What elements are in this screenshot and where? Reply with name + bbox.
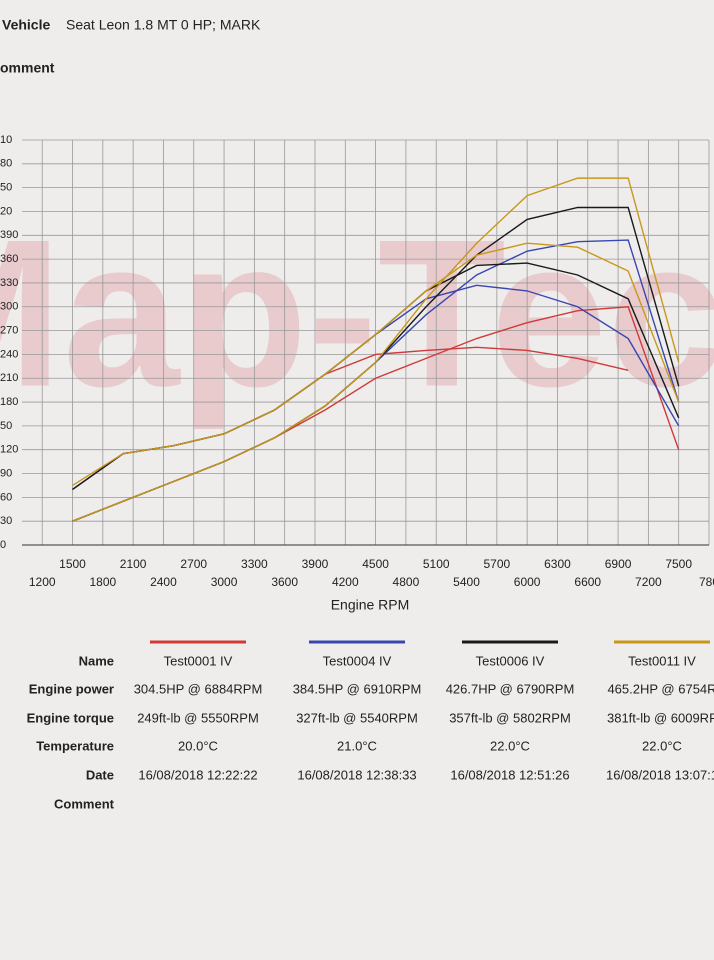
x-tick-label: 5100 — [423, 557, 450, 571]
table-cell: Test0004 IV — [323, 653, 392, 668]
x-tick-label: 6000 — [514, 575, 541, 589]
x-tick-label: 2400 — [150, 575, 177, 589]
table-cell: 20.0°C — [178, 738, 218, 753]
x-tick-label: 2700 — [180, 557, 207, 571]
x-tick-label: 5400 — [453, 575, 480, 589]
table-cell: 16/08/2018 13:07:1 — [606, 767, 714, 782]
table-cell: 21.0°C — [337, 738, 377, 753]
y-tick-label: 330 — [0, 277, 18, 289]
x-tick-label: 3900 — [302, 557, 329, 571]
table-cell: 249ft-lb @ 5550RPM — [137, 710, 259, 725]
x-tick-label: 3300 — [241, 557, 268, 571]
table-cell: Test0001 IV — [164, 653, 233, 668]
row-label: Engine power — [29, 681, 114, 696]
table-cell: 426.7HP @ 6790RPM — [446, 681, 575, 696]
table-cell: 16/08/2018 12:51:26 — [450, 767, 569, 782]
y-tick-label: 120 — [0, 444, 18, 456]
y-tick-label: 240 — [0, 348, 18, 360]
table-cell: 304.5HP @ 6884RPM — [134, 681, 263, 696]
x-tick-label: 780 — [699, 575, 714, 589]
row-label: Date — [86, 767, 114, 782]
table-cell: 22.0°C — [642, 738, 682, 753]
vehicle-label: Vehicle — [2, 17, 50, 33]
y-tick-label: 50 — [0, 420, 12, 432]
x-tick-label: 3600 — [271, 575, 298, 589]
table-cell: 16/08/2018 12:38:33 — [297, 767, 416, 782]
y-tick-label: 90 — [0, 467, 12, 479]
y-tick-label: 0 — [0, 539, 6, 551]
table-cell: 384.5HP @ 6910RPM — [293, 681, 422, 696]
x-tick-label: 4200 — [332, 575, 359, 589]
x-axis-label: Engine RPM — [331, 597, 410, 613]
table-cell: 381ft-lb @ 6009RF — [607, 710, 714, 725]
x-tick-label: 6300 — [544, 557, 571, 571]
row-label: Comment — [54, 796, 115, 811]
y-tick-label: 300 — [0, 301, 18, 313]
y-tick-label: 210 — [0, 372, 18, 384]
y-tick-label: 360 — [0, 253, 18, 265]
row-label: Engine torque — [27, 710, 114, 725]
x-tick-label: 4800 — [393, 575, 420, 589]
y-tick-label: 20 — [0, 205, 12, 217]
x-tick-label: 6900 — [605, 557, 632, 571]
y-tick-label: 390 — [0, 229, 18, 241]
table-cell: Test0011 IV — [628, 653, 696, 668]
x-tick-label: 7500 — [665, 557, 692, 571]
watermark: Map-Tech — [0, 195, 714, 430]
table-cell: 327ft-lb @ 5540RPM — [296, 710, 418, 725]
y-tick-label: 50 — [0, 182, 12, 194]
table-cell: Test0006 IV — [476, 653, 545, 668]
x-tick-label: 2100 — [120, 557, 147, 571]
table-cell: 16/08/2018 12:22:22 — [138, 767, 257, 782]
torque-line — [72, 242, 680, 487]
y-tick-label: 270 — [0, 324, 18, 336]
x-tick-label: 1200 — [29, 575, 56, 589]
x-tick-label: 1500 — [59, 557, 86, 571]
y-tick-label: 30 — [0, 515, 12, 527]
y-tick-label: 60 — [0, 491, 12, 503]
x-tick-label: 4500 — [362, 557, 389, 571]
x-tick-label: 6600 — [574, 575, 601, 589]
comment-label: omment — [0, 60, 55, 76]
vehicle: Seat Leon 1.8 MT 0 HP; MARK — [66, 17, 261, 33]
table-cell: 465.2HP @ 6754R — [607, 681, 714, 696]
table-cell: 22.0°C — [490, 738, 530, 753]
y-tick-label: 180 — [0, 396, 18, 408]
x-tick-label: 7200 — [635, 575, 662, 589]
x-tick-label: 1800 — [89, 575, 116, 589]
power-line — [72, 177, 680, 522]
y-tick-label: 80 — [0, 158, 12, 170]
y-tick-label: 10 — [0, 134, 12, 146]
row-label: Name — [79, 653, 114, 668]
x-tick-label: 3000 — [211, 575, 238, 589]
table-cell: 357ft-lb @ 5802RPM — [449, 710, 571, 725]
row-label: Temperature — [36, 738, 114, 753]
x-tick-label: 5700 — [483, 557, 510, 571]
